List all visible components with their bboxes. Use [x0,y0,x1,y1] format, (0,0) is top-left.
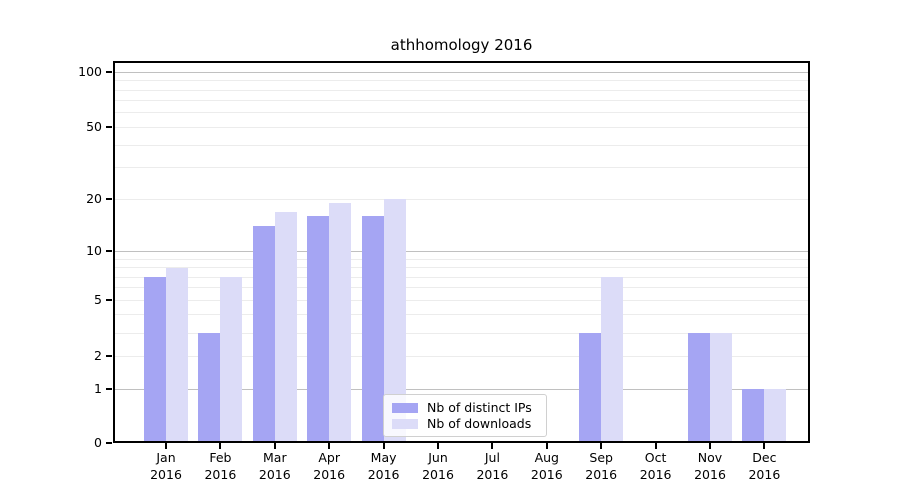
y-tick-mark-1 [106,388,112,390]
bar-distinct-ips-mar [252,226,275,443]
y-tick-label-0: 0 [94,435,102,450]
legend-item-downloads: Nb of downloads [392,416,538,431]
x-tick-mark-sep [600,443,603,449]
x-tick-label-jul: Jul 2016 [476,450,509,482]
bar-distinct-ips-apr [307,216,330,443]
gridline-30 [113,167,810,169]
bar-downloads-sep [601,277,624,443]
x-tick-label-jun: Jun 2016 [422,450,454,482]
bar-downloads-apr [329,203,352,443]
legend-swatch-distinct-ips [392,402,418,413]
y-tick-label-50: 50 [86,119,102,135]
y-tick-mark-0 [106,442,112,444]
bar-distinct-ips-may [361,216,384,443]
y-tick-label-100: 100 [78,64,102,80]
bar-distinct-ips-nov [688,333,710,443]
gridline-7 [113,276,810,278]
x-tick-label-aug: Aug 2016 [530,450,563,482]
gridline-2 [113,355,810,357]
gridline-90 [113,80,810,82]
bar-distinct-ips-dec [742,389,765,443]
gridline-80 [113,89,810,91]
x-tick-label-oct: Oct 2016 [639,450,672,482]
x-tick-label-apr: Apr 2016 [313,450,346,482]
gridline-40 [113,144,810,146]
y-tick-label-20: 20 [86,191,102,207]
y-tick-mark-5 [106,299,112,302]
bar-downloads-dec [764,389,787,443]
gridline-60 [113,112,810,114]
x-tick-label-mar: Mar 2016 [258,450,291,482]
x-tick-mark-jun [437,443,439,449]
legend: Nb of distinct IPs Nb of downloads [383,394,547,437]
x-tick-mark-nov [709,443,711,449]
bar-distinct-ips-jan [144,277,166,443]
legend-item-distinct-ips: Nb of distinct IPs [392,400,538,415]
gridline-3 [113,332,810,334]
bar-downloads-may [383,199,406,443]
x-tick-label-may: May 2016 [367,450,400,482]
y-tick-mark-100 [106,71,112,74]
x-tick-mark-may [382,443,385,449]
x-tick-mark-apr [328,443,331,449]
y-tick-label-5: 5 [94,292,102,308]
x-tick-label-sep: Sep 2016 [585,450,618,482]
gridline-70 [113,100,810,102]
bar-distinct-ips-sep [579,333,602,443]
x-tick-mark-feb [219,443,222,449]
legend-label-distinct-ips: Nb of distinct IPs [427,400,532,415]
x-tick-mark-jul [491,443,494,449]
x-tick-label-dec: Dec 2016 [748,450,781,482]
x-tick-mark-oct [654,443,657,449]
y-tick-mark-10 [106,250,112,253]
gridline-10 [113,250,810,252]
x-tick-mark-dec [763,443,766,449]
x-tick-mark-mar [273,443,276,449]
y-tick-label-2: 2 [94,348,102,364]
y-tick-mark-2 [106,355,112,358]
y-tick-mark-50 [106,126,112,129]
gridline-100 [113,71,810,73]
y-tick-label-1: 1 [94,381,102,396]
x-tick-mark-jan [165,443,167,449]
gridline-50 [113,126,810,128]
legend-swatch-downloads [392,418,418,429]
gridline-8 [113,267,810,268]
chart-title: athhomology 2016 [390,36,533,54]
x-tick-mark-aug [545,443,548,449]
gridline-9 [113,258,810,260]
gridline-1 [113,388,810,390]
y-tick-mark-20 [106,198,112,201]
bar-downloads-nov [710,333,732,443]
x-tick-label-jan: Jan 2016 [150,450,182,482]
x-tick-label-nov: Nov 2016 [694,450,726,482]
legend-label-downloads: Nb of downloads [427,416,532,431]
y-tick-label-10: 10 [86,243,102,259]
bar-distinct-ips-feb [198,333,221,443]
gridline-6 [113,287,810,289]
gridline-20 [113,198,810,200]
bar-downloads-jan [166,267,188,443]
gridline-5 [113,299,810,301]
bar-downloads-mar [274,211,297,443]
bar-downloads-feb [220,277,243,443]
x-tick-label-feb: Feb 2016 [204,450,237,482]
gridline-4 [113,314,810,316]
